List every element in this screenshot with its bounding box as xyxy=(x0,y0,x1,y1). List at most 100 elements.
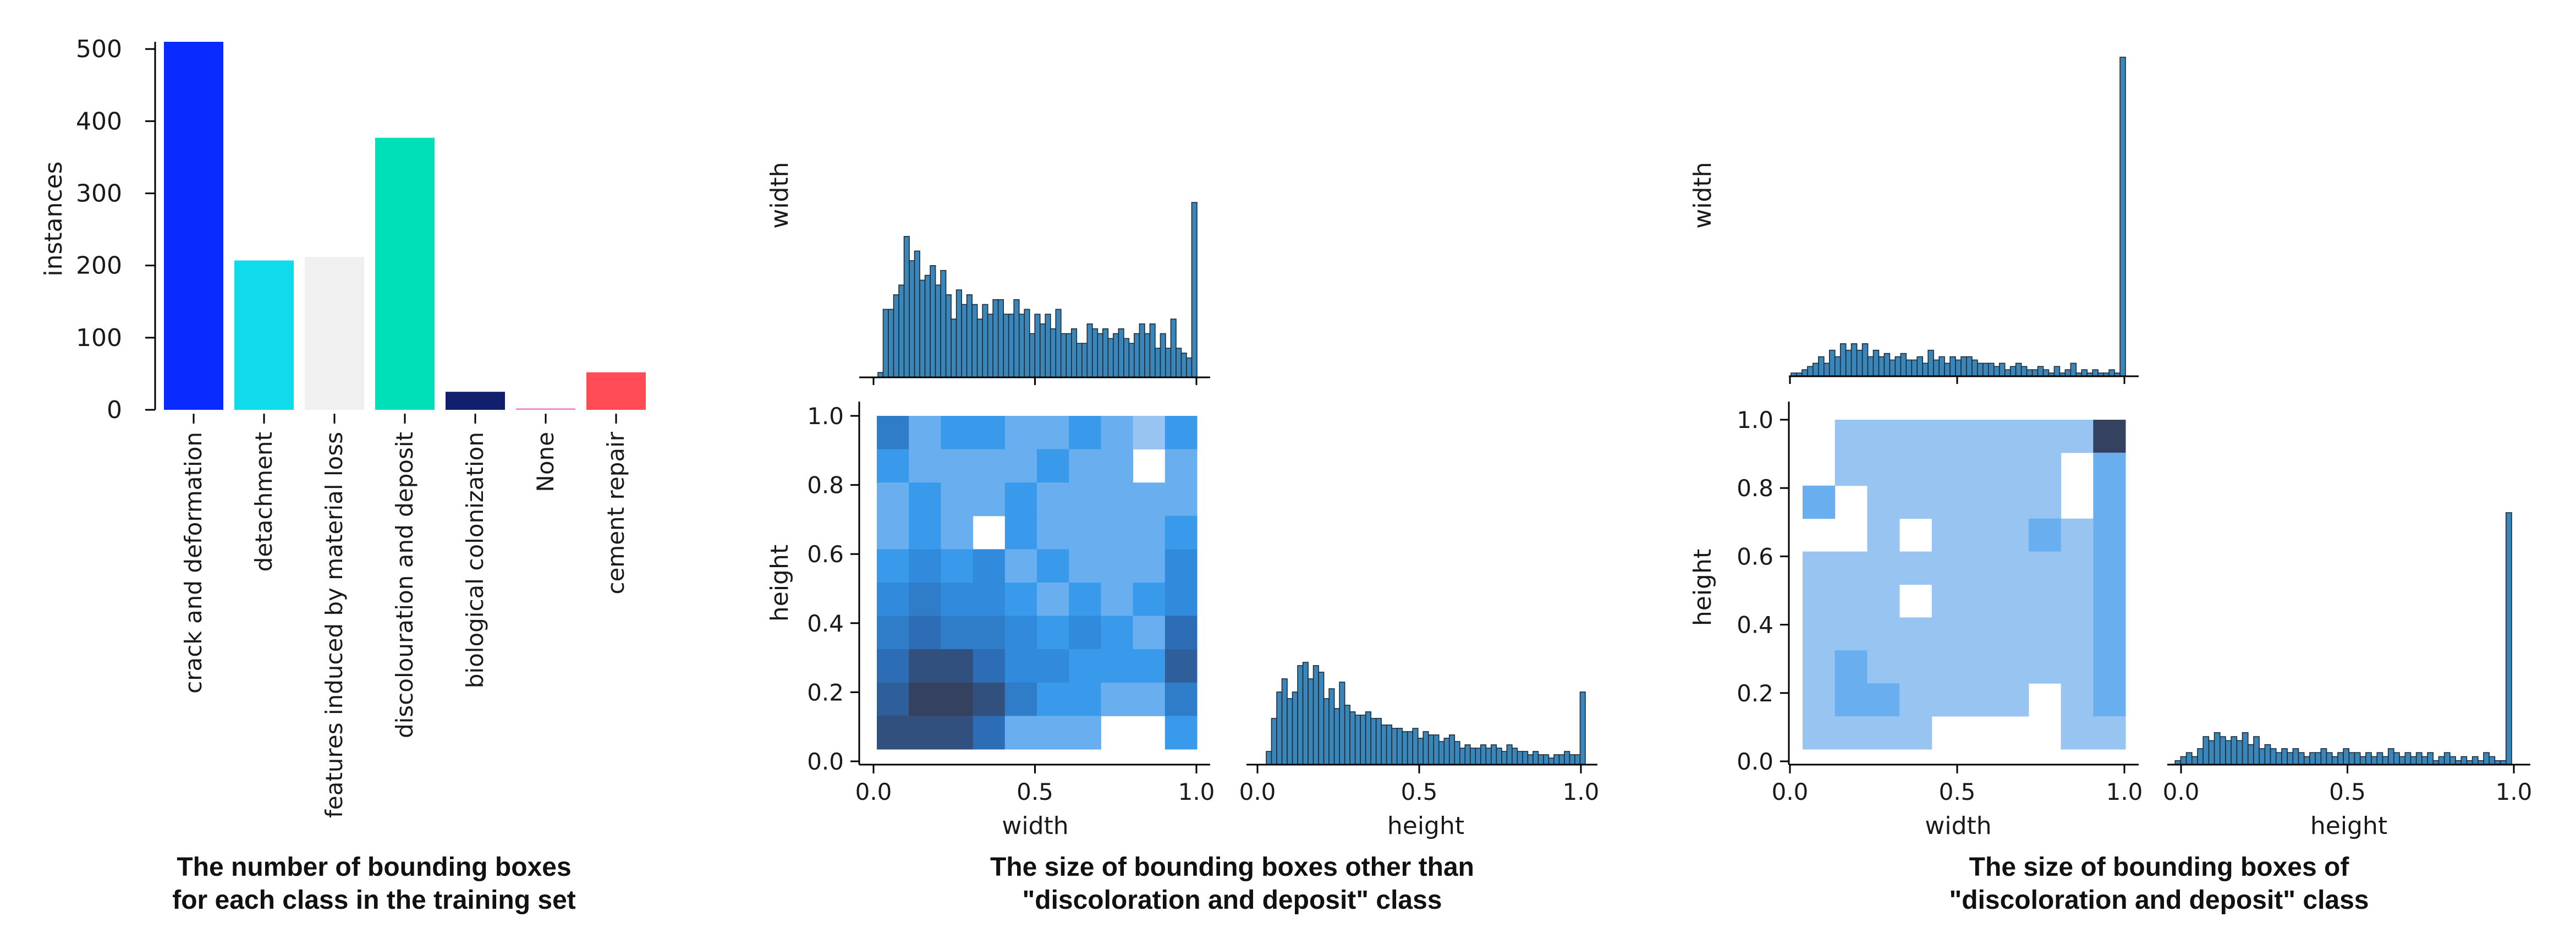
hist-bar xyxy=(2427,752,2434,765)
heatmap-cell xyxy=(1996,584,2029,618)
hist-bar xyxy=(935,284,941,378)
hist-bar xyxy=(966,294,973,378)
heatmap-cell xyxy=(941,682,974,716)
heatmap-cell xyxy=(1834,452,1868,486)
hist-bar xyxy=(1370,718,1377,765)
hist-bar xyxy=(1927,349,1934,377)
heatmap-cell xyxy=(1165,549,1198,583)
hist-bar xyxy=(2506,512,2512,765)
heatmap-cell xyxy=(1133,482,1166,517)
hist-bar xyxy=(1055,309,1062,378)
heatmap-y-tick-label: 1.0 xyxy=(807,403,844,430)
hist-bar xyxy=(2275,752,2282,765)
hist-bar xyxy=(951,319,957,378)
heatmap-cell xyxy=(1931,452,1964,486)
heatmap-cell xyxy=(941,449,974,483)
hist-bar xyxy=(1297,665,1304,765)
heatmap-cell xyxy=(1004,482,1037,517)
hist-bar xyxy=(1097,333,1103,378)
p3-height-hist-x-label: height xyxy=(2310,812,2387,840)
hist-bar xyxy=(2197,748,2204,765)
heatmap-cell xyxy=(2028,584,2062,618)
hist-bar xyxy=(1339,682,1345,765)
hist-bar xyxy=(1564,751,1570,765)
p3-height-histogram: 0.0 0.5 1.0 xyxy=(2163,512,2532,805)
p1-bar xyxy=(516,408,575,410)
hist-bar xyxy=(2415,752,2423,765)
hist-bar xyxy=(1396,728,1403,765)
hist-bar xyxy=(1029,333,1036,378)
hist-bar xyxy=(1872,349,1880,377)
hist-bar xyxy=(2354,752,2361,765)
heatmap-cell xyxy=(1931,551,1964,585)
p1-x-tick-label: discolouration and deposit xyxy=(391,432,418,738)
heatmap-cell xyxy=(1834,420,1868,453)
heatmap-cell xyxy=(877,583,909,617)
hist-bar xyxy=(2037,366,2044,377)
hist-bar xyxy=(2309,752,2316,765)
heatmap-cell xyxy=(909,482,941,517)
heatmap-cell xyxy=(2061,420,2094,453)
heatmap-cell xyxy=(1037,583,1069,617)
hist-bar xyxy=(1281,678,1288,765)
hist-bar xyxy=(1144,333,1151,378)
heatmap-cell xyxy=(973,449,1006,483)
hist-bar xyxy=(1828,349,1836,377)
hist-bar xyxy=(1823,363,1830,377)
hist-bar xyxy=(1381,724,1387,765)
heatmap-cell xyxy=(1004,449,1037,483)
hist-bar xyxy=(1065,333,1072,378)
heatmap-cell xyxy=(1004,616,1037,650)
heatmap-cell xyxy=(1101,649,1134,683)
p3-heatmap-y-label: height xyxy=(1689,549,1717,626)
heatmap-y-tick-label: 0.8 xyxy=(807,472,844,499)
hist-bar xyxy=(2365,752,2372,765)
hist-bar xyxy=(1558,754,1565,765)
hist-bar xyxy=(1427,734,1435,765)
hist-bar xyxy=(1333,708,1340,765)
heatmap-cell xyxy=(2093,485,2126,519)
heatmap-cell xyxy=(2093,584,2126,618)
hist-bar xyxy=(1894,356,1902,377)
heatmap-cell xyxy=(1004,416,1037,450)
hist-bar xyxy=(987,314,993,378)
heatmap-y-tick-label: 0.6 xyxy=(807,541,844,568)
hist-bar xyxy=(1850,343,1858,377)
heatmap-cell xyxy=(2028,485,2062,519)
heatmap-cell xyxy=(1069,583,1101,617)
hist-bar xyxy=(961,304,968,378)
hist-bar xyxy=(1955,359,1962,377)
heatmap-cell xyxy=(1931,485,1964,519)
hist-bar xyxy=(893,294,899,378)
heatmap-cell xyxy=(1964,584,1997,618)
heatmap-cell xyxy=(1165,583,1198,617)
heatmap-x-tick-label: 0.5 xyxy=(1017,778,1053,805)
hist-bar xyxy=(2281,748,2288,765)
heatmap-cell xyxy=(1165,449,1198,483)
hist-bar xyxy=(2185,752,2193,765)
hist-bar xyxy=(1480,744,1487,765)
p1-bars xyxy=(164,42,646,410)
hist-bar xyxy=(1323,698,1330,765)
hist-bar xyxy=(1276,691,1283,765)
p1-y-tick-label: 500 xyxy=(76,35,122,63)
hist-bar xyxy=(1834,356,1841,377)
heatmap-cell xyxy=(1004,682,1037,716)
hist-bar xyxy=(1433,734,1440,765)
heatmap-cell xyxy=(973,616,1006,650)
hist-bar xyxy=(2348,752,2355,765)
heatmap-cell xyxy=(2028,518,2062,552)
hist-bar xyxy=(2337,752,2344,765)
hist-bar xyxy=(1360,715,1366,765)
hist-bar xyxy=(1579,691,1586,765)
hist-bar xyxy=(2231,736,2238,765)
heatmap-cell xyxy=(1867,518,1900,552)
hist-bar xyxy=(1485,748,1492,765)
heatmap-cell xyxy=(1867,650,1900,684)
heatmap-cell xyxy=(1834,617,1868,651)
heatmap-cell xyxy=(941,549,974,583)
hist-bar xyxy=(2253,736,2260,765)
heatmap-cell xyxy=(1867,420,1900,453)
heatmap-cell xyxy=(941,416,974,450)
heatmap-cell xyxy=(1165,515,1198,550)
